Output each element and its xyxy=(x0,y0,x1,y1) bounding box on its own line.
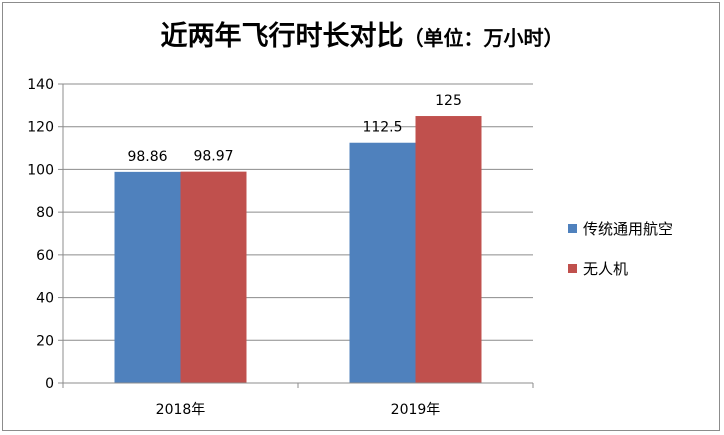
legend-item-series-1: 传统通用航空 xyxy=(568,218,673,238)
chart-title-text: 近两年飞行时长对比 xyxy=(160,21,404,52)
legend-swatch-series-1 xyxy=(568,223,577,233)
bar-2-2 xyxy=(415,116,482,384)
y-tick-label-140: 140 xyxy=(27,77,54,93)
data-label-2-1: 98.97 xyxy=(193,149,233,165)
y-tick-label-120: 120 xyxy=(27,120,54,136)
chart-title: 近两年飞行时长对比（单位：万小时） xyxy=(0,14,724,53)
y-tick-label-80: 80 xyxy=(36,205,54,221)
axes xyxy=(58,83,534,388)
legend: 传统通用航空 无人机 xyxy=(568,218,673,298)
legend-label-series-1: 传统通用航空 xyxy=(583,219,674,238)
x-tick-label-1: 2018年 xyxy=(156,402,206,418)
bar-1-2 xyxy=(349,142,416,383)
y-tick-label-60: 60 xyxy=(36,248,54,264)
x-tick-label-2: 2019年 xyxy=(391,402,441,418)
legend-swatch-series-2 xyxy=(568,263,577,273)
y-tick-label-0: 0 xyxy=(45,376,54,392)
y-tick-label-40: 40 xyxy=(36,291,54,307)
labels: 0 20 40 60 80 100 120 140 98.86 98.97 2018年 112.5 12… xyxy=(27,77,462,418)
chart-title-unit: （单位：万小时） xyxy=(403,26,564,50)
y-tick-label-20: 20 xyxy=(36,333,54,349)
bar-1-1 xyxy=(114,171,181,383)
data-label-1-2: 112.5 xyxy=(362,120,402,136)
bar-2-1 xyxy=(180,171,247,383)
legend-item-series-2: 无人机 xyxy=(568,258,673,278)
bars xyxy=(114,116,482,384)
y-tick-label-100: 100 xyxy=(27,162,54,178)
data-label-1-1: 98.86 xyxy=(127,149,167,165)
legend-label-series-2: 无人机 xyxy=(583,259,629,278)
data-label-2-2: 125 xyxy=(435,93,462,109)
